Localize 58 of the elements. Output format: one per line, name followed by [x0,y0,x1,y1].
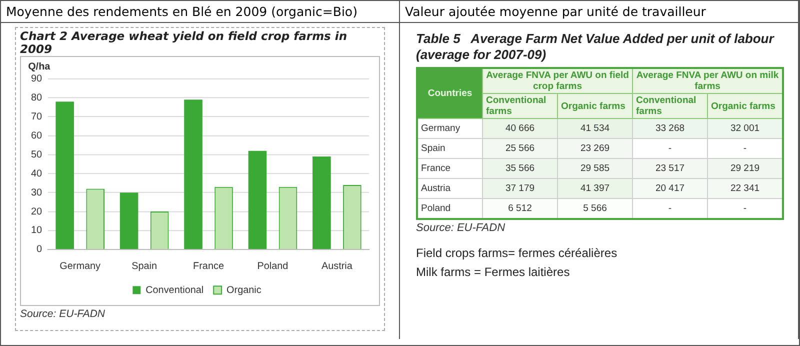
legend-label: Conventional [146,284,204,296]
legend-label: Organic [226,284,262,296]
y-tick-label: 20 [30,206,42,218]
y-tick-label: 40 [30,168,42,180]
y-tick-label: 60 [30,130,42,142]
data-label: 32 001 [708,118,783,138]
x-tick-label: Conventional farms [632,94,708,118]
data-label: 20 417 [632,178,708,198]
source-note: Source: EU-FADN [20,308,106,320]
text: Countries [417,68,482,118]
y-tick-label: 80 [30,92,42,104]
text: - [668,143,672,154]
data-label: 33 268 [632,118,708,138]
y-tick-label: Austria [417,178,482,198]
chart-title: Moyenne des rendements en Blé en 2009 (organic=Bio) [1,1,399,23]
data-label: 40 666 [482,118,558,138]
data-label: 37 179 [482,178,558,198]
y-tick-label: 10 [30,225,42,236]
chart-subtitle: Table 5 Average Farm Net Value Added per unit of labour (average for 2007-09) [416,31,776,63]
y-tick-label: France [417,158,482,178]
x-tick-label: Austria [321,261,353,272]
y-tick-label: Spain [417,138,482,158]
chart-subtitle: Chart 2 Average wheat yield on field crop farms in 2009 [20,29,348,56]
chart-title: Valeur ajoutée moyenne par unité de travailleur [400,1,798,23]
y-axis-title: Q/ha [28,62,51,73]
x-tick-label: Organic farms [558,94,632,118]
data-label: 22 341 [708,178,783,198]
text: - [668,203,672,214]
x-tick-label: Poland [257,261,288,272]
y-tick-label: 30 [30,187,42,198]
text: - [743,143,747,154]
data-label: 35 566 [482,158,558,178]
y-tick-label: 70 [30,111,42,122]
y-tick-label: 0 [36,244,42,256]
text: - [743,203,747,214]
text: Field crops farms= fermes céréalières [416,245,618,262]
data-label: 29 585 [558,158,632,178]
y-tick-label: Germany [417,118,482,138]
text: Milk farms = Fermes laitières [416,264,571,281]
source-note: Source: EU-FADN [416,222,506,234]
x-tick-label: Spain [132,261,158,272]
y-tick-label: Poland [417,198,482,219]
data-label: 41 397 [558,178,632,198]
data-label: 23 269 [558,138,632,158]
data-label: 23 517 [632,158,708,178]
x-tick-label: France [193,261,224,272]
data-label: 29 219 [708,158,783,178]
x-tick-label: Organic farms [708,94,783,118]
x-tick-label: Germany [60,261,101,272]
y-tick-label: 90 [30,74,42,85]
data-label: 41 534 [558,118,632,138]
text: Average FNVA per AWU on milk farms [632,68,783,94]
data-label: 6 512 [482,198,558,219]
x-tick-label: Conventional farms [482,94,558,118]
data-label: 25 566 [482,138,558,158]
text: Average FNVA per AWU on field crop farms [482,68,632,94]
y-tick-label: 50 [30,149,42,160]
data-label: 5 566 [558,198,632,219]
